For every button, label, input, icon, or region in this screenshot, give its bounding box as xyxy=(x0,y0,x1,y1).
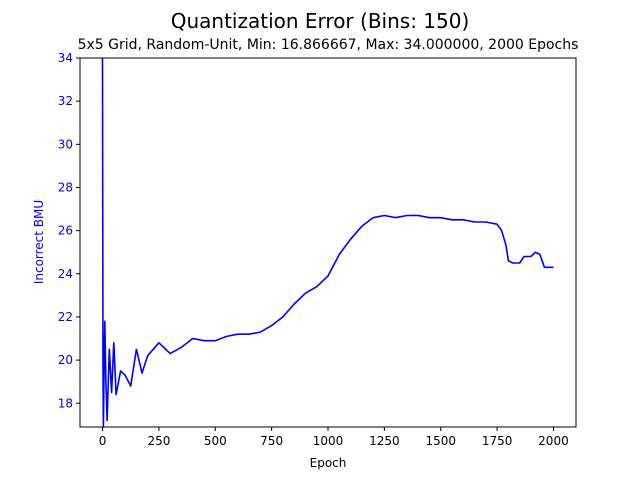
x-tick-label: 1500 xyxy=(425,434,456,448)
y-tick-label: 34 xyxy=(58,51,73,65)
y-axis-label: Incorrect BMU xyxy=(32,200,46,284)
y-tick-label: 20 xyxy=(58,353,73,367)
x-tick-label: 1750 xyxy=(482,434,513,448)
chart-title: Quantization Error (Bins: 150) xyxy=(171,9,470,33)
series-line xyxy=(101,57,554,428)
plot-frame xyxy=(79,57,577,428)
y-tick-label: 32 xyxy=(58,94,73,108)
y-tick-label: 30 xyxy=(58,137,73,151)
x-axis-ticks: 0 250 500 750 1000 1250 1500 1750 2000 xyxy=(99,427,569,448)
y-axis-ticks: 18 20 22 24 26 28 30 32 34 xyxy=(58,51,80,410)
y-tick-label: 22 xyxy=(58,310,73,324)
x-tick-label: 2000 xyxy=(538,434,569,448)
y-tick-label: 18 xyxy=(58,396,73,410)
x-tick-label: 250 xyxy=(147,434,170,448)
x-tick-label: 0 xyxy=(99,434,107,448)
x-tick-label: 750 xyxy=(260,434,283,448)
chart-subtitle: 5x5 Grid, Random-Unit, Min: 16.866667, M… xyxy=(78,37,579,53)
x-tick-label: 1000 xyxy=(313,434,344,448)
x-tick-label: 1250 xyxy=(369,434,400,448)
x-axis-label: Epoch xyxy=(310,456,347,470)
y-tick-label: 28 xyxy=(58,180,73,194)
y-tick-label: 26 xyxy=(58,224,73,238)
series-group xyxy=(101,57,554,428)
x-tick-label: 500 xyxy=(204,434,227,448)
y-tick-label: 24 xyxy=(58,267,73,281)
